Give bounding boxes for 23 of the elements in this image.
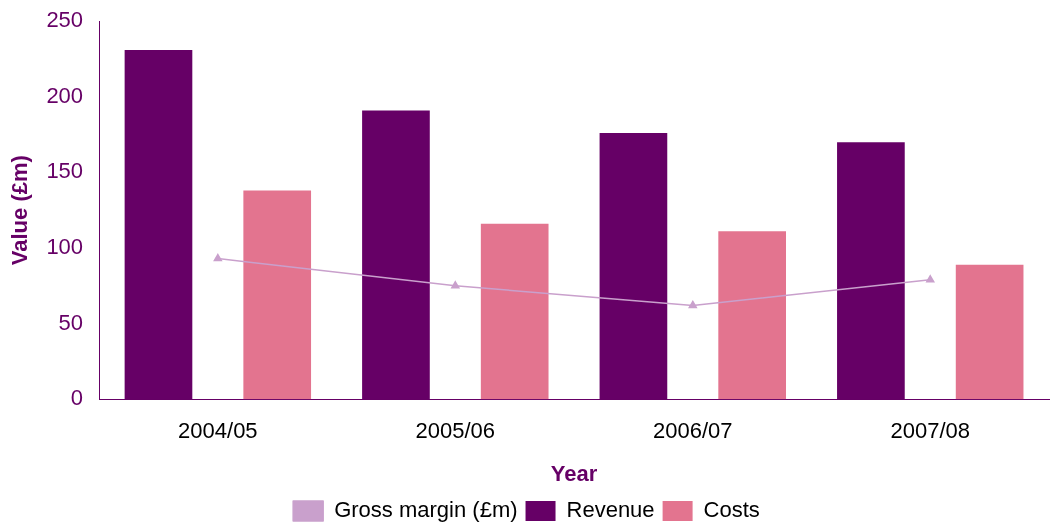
- y-tick-label: 250: [46, 7, 84, 33]
- legend-label: Costs: [703, 497, 760, 523]
- bar: [955, 264, 1024, 400]
- y-tick-label: 50: [58, 309, 84, 335]
- legend-label: Revenue: [566, 497, 655, 523]
- legend-label: Gross margin (£m): [334, 497, 518, 523]
- y-tick-label: 200: [46, 82, 84, 108]
- y-tick-label: 0: [70, 385, 84, 411]
- x-tick-label: 2005/06: [415, 418, 496, 444]
- point: [688, 300, 697, 309]
- y-tick-label: 150: [46, 158, 84, 184]
- x-tick-label: 2004/05: [178, 418, 258, 444]
- bar: [480, 223, 549, 400]
- bar: [718, 231, 786, 400]
- point: [213, 253, 223, 262]
- bar: [243, 190, 312, 400]
- point: [926, 275, 935, 283]
- point: [451, 281, 460, 289]
- x-tick-label: 2007/08: [890, 418, 971, 444]
- x-axis-title: Year: [550, 460, 598, 486]
- y-tick-label: 100: [46, 234, 84, 260]
- y-axis-title: Value (£m): [7, 155, 33, 266]
- x-tick-label: 2006/07: [653, 418, 733, 444]
